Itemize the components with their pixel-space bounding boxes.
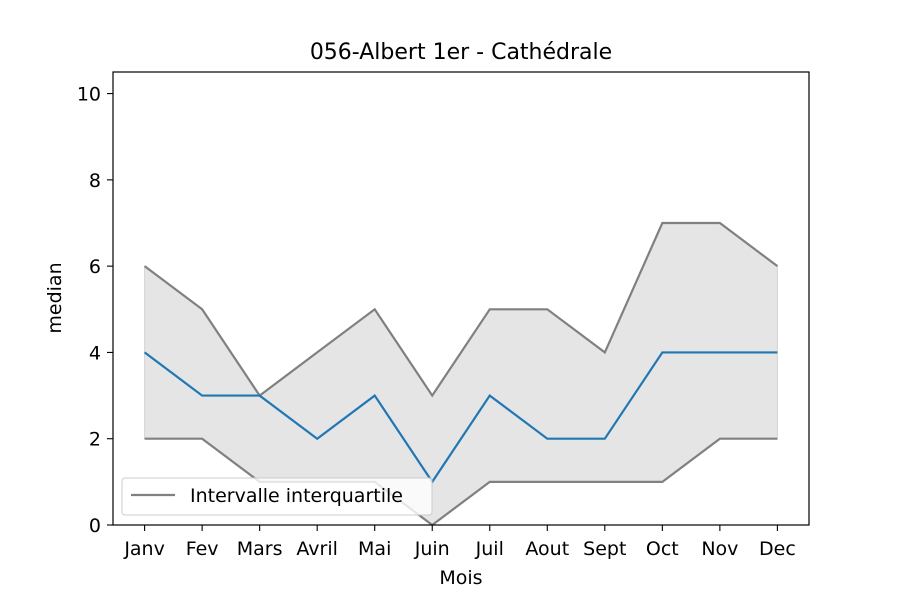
y-tick-label: 2	[89, 429, 101, 451]
x-tick-label: Sept	[583, 538, 626, 560]
x-tick-label: Dec	[759, 538, 796, 560]
legend-box	[121, 477, 433, 516]
y-tick-label: 4	[89, 342, 101, 364]
x-tick-label: Nov	[701, 538, 738, 560]
plot-content	[143, 221, 779, 527]
chart-title: 056-Albert 1er - Cathédrale	[310, 40, 612, 65]
y-axis: 0 2 4 6 8 10	[77, 84, 113, 537]
x-tick-label: Oct	[646, 538, 679, 560]
series-line-q1	[144, 437, 778, 527]
y-tick-label: 6	[89, 256, 101, 278]
plot-frame	[112, 71, 810, 526]
x-axis: Janv Fev Mars Avril Mai Juin Juil Aout Sept Oct No…	[123, 525, 796, 560]
x-tick-label: Juin	[414, 538, 450, 560]
y-tick-label: 0	[89, 515, 101, 537]
y-tick-label: 10	[77, 84, 101, 106]
x-tick-label: Mai	[358, 538, 391, 560]
x-axis-label: Mois	[439, 567, 482, 589]
x-tick-label: Aout	[525, 538, 569, 560]
series-line-q3	[143, 221, 779, 398]
x-tick-label: Fev	[186, 538, 219, 560]
x-tick-label: Janv	[123, 538, 165, 560]
legend: Intervalle interquartile	[121, 477, 433, 516]
x-tick-label: Avril	[296, 538, 338, 560]
x-tick-label: Juil	[475, 538, 504, 560]
y-tick-label: 8	[89, 170, 101, 192]
legend-label-interquartile: Intervalle interquartile	[190, 485, 403, 507]
y-axis-label: median	[44, 262, 66, 333]
x-tick-label: Mars	[237, 538, 283, 560]
series-line-median	[143, 351, 778, 484]
